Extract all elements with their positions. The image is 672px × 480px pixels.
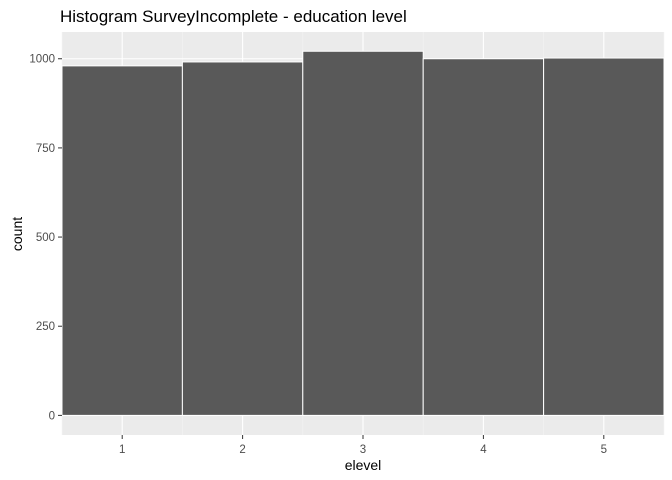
y-tick-label: 0 bbox=[49, 410, 55, 422]
x-axis-title: elevel bbox=[345, 457, 382, 473]
bar-5 bbox=[543, 57, 665, 416]
y-axis: 0 250 500 750 1000 bbox=[29, 54, 62, 422]
x-axis: 1 2 3 4 5 bbox=[119, 435, 607, 456]
y-tick-label: 750 bbox=[36, 143, 55, 155]
bar-3 bbox=[302, 50, 424, 416]
y-tick-label: 500 bbox=[36, 232, 55, 244]
x-tick-label: 3 bbox=[360, 444, 366, 456]
bars bbox=[61, 50, 665, 416]
x-tick-label: 5 bbox=[601, 444, 607, 456]
bar-1 bbox=[61, 65, 183, 416]
y-tick-label: 250 bbox=[36, 321, 55, 333]
bar-4 bbox=[422, 58, 545, 416]
x-tick-label: 2 bbox=[239, 444, 245, 456]
x-tick-label: 1 bbox=[119, 444, 125, 456]
y-axis-title: count bbox=[9, 217, 25, 251]
x-tick-label: 4 bbox=[480, 444, 487, 456]
bar-2 bbox=[181, 61, 304, 416]
chart-title: Histogram SurveyIncomplete - education l… bbox=[60, 7, 407, 26]
y-tick-label: 1000 bbox=[29, 54, 55, 66]
